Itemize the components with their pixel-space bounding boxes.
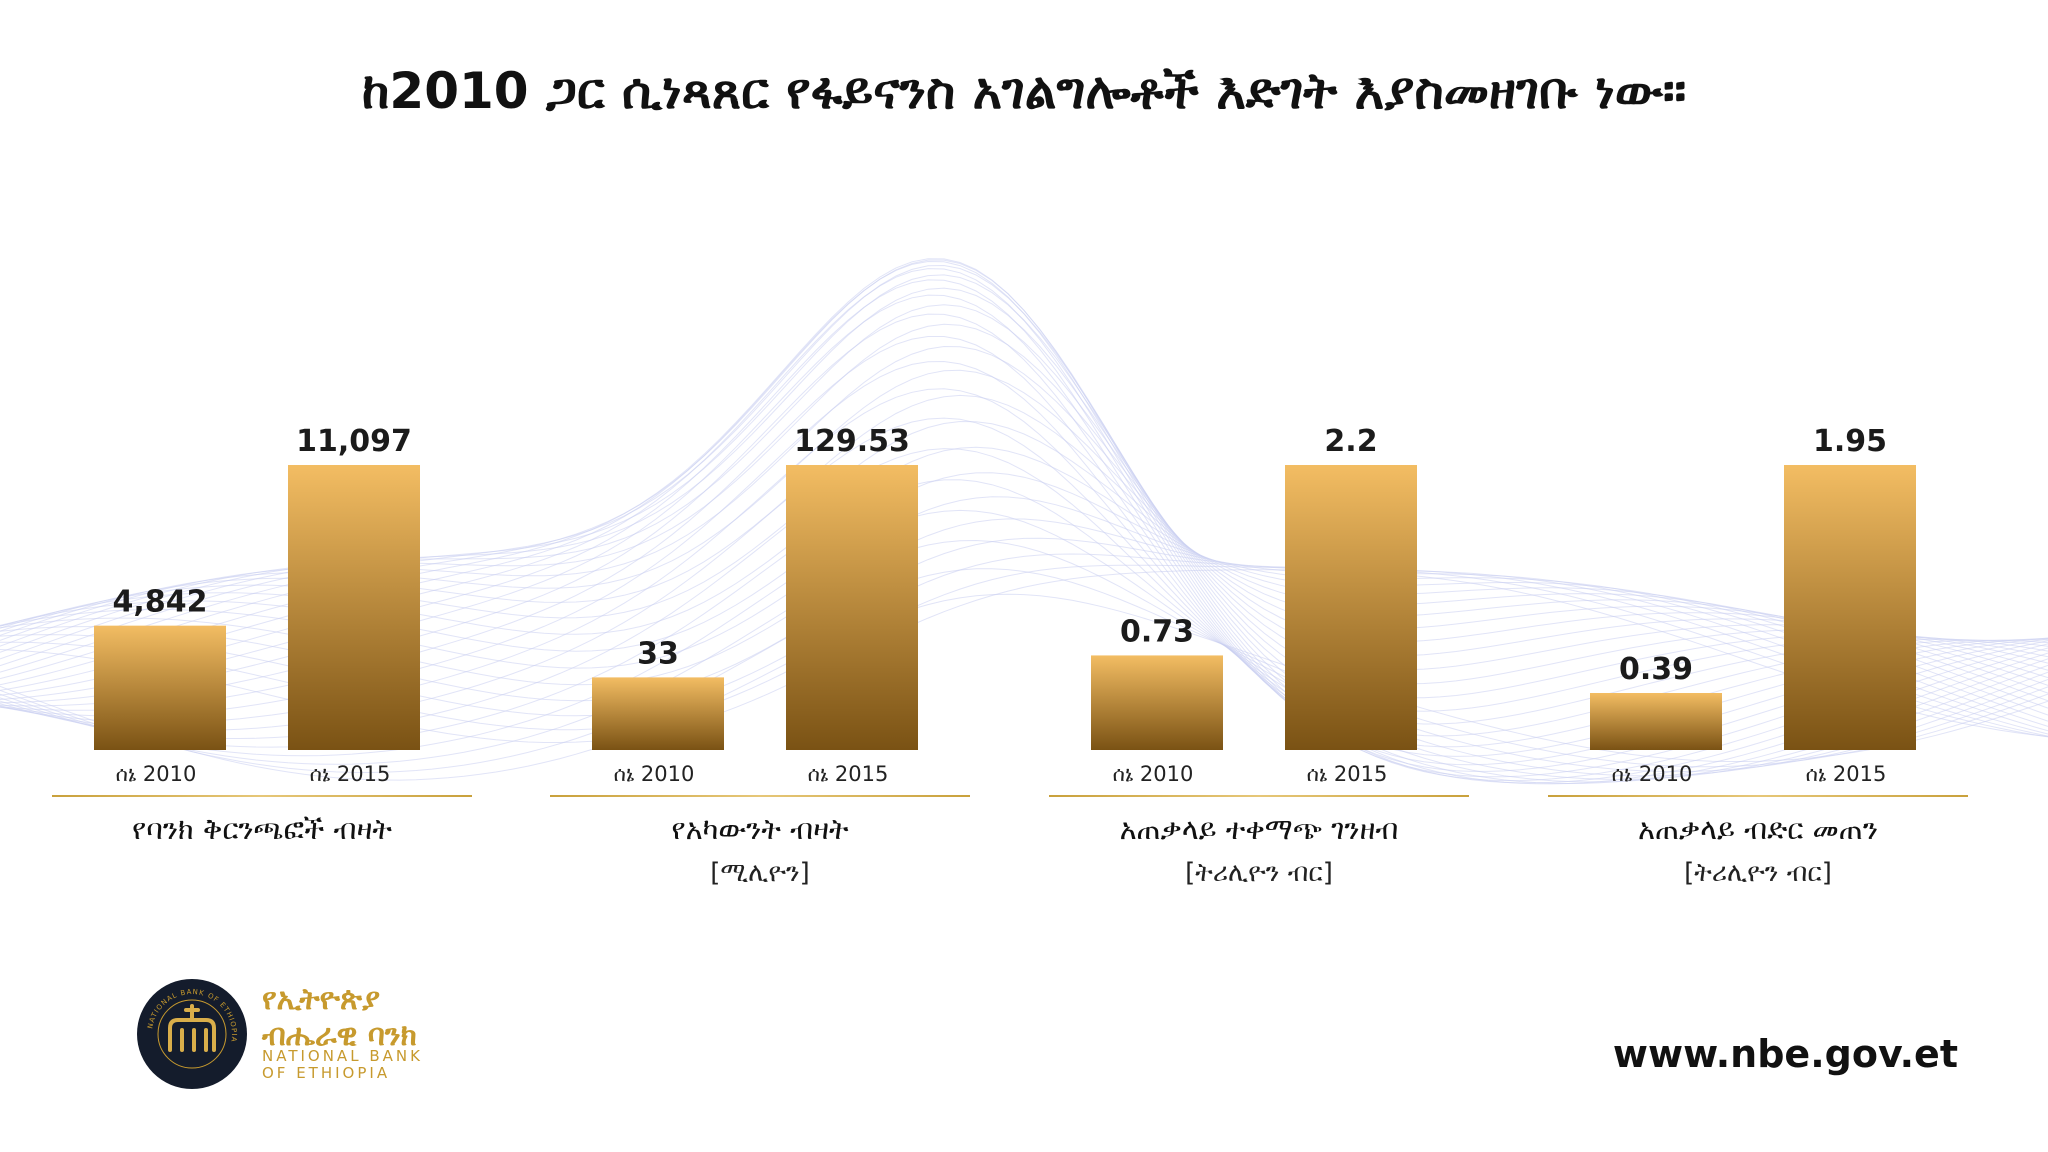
bar-chart-accounts: 33 129.53 [592, 424, 918, 750]
panel-divider [52, 795, 472, 797]
category-label-2010: ሰኔ 2010 [1112, 762, 1194, 786]
bar-2015 [288, 465, 420, 750]
panel-divider [1548, 795, 1968, 797]
bank-name-english: NATIONAL BANK OF ETHIOPIA [262, 1048, 423, 1082]
bar-2015 [1784, 465, 1916, 750]
category-label-2015: ሰኔ 2015 [807, 762, 889, 786]
bar-2015 [1285, 465, 1417, 750]
value-label-2015: 11,097 [296, 424, 412, 459]
chart-panel-bank-branches: 4,842 11,097 ሰኔ 2010 ሰኔ 2015 የባንክ ቅርንጫፎች … [52, 420, 472, 900]
category-label-2010: ሰኔ 2010 [1611, 762, 1693, 786]
metric-title: የባንክ ቅርንጫፎች ብዛት [132, 812, 392, 846]
value-label-2010: 0.39 [1619, 652, 1693, 687]
bar-2010 [592, 677, 724, 750]
wave-line [0, 593, 2048, 781]
wave-line [0, 568, 2048, 774]
category-label-2015: ሰኔ 2015 [1306, 762, 1388, 786]
bank-name-am-line2: ብሔራዊ ባንክ [262, 1018, 417, 1053]
value-label-2015: 129.53 [794, 424, 910, 459]
category-label-2010: ሰኔ 2010 [115, 762, 197, 786]
bar-2010 [1091, 655, 1223, 750]
bar-chart-bank-branches: 4,842 11,097 [94, 424, 420, 750]
value-label-2010: 4,842 [113, 585, 208, 620]
nbe-logo: NATIONAL BANK OF ETHIOPIA [137, 979, 247, 1089]
logo-emblem-icon [168, 1004, 216, 1052]
bar-chart-deposits: 0.73 2.2 [1091, 424, 1417, 750]
bank-name-am-line1: የኢትዮጵያ [262, 982, 381, 1017]
metric-unit: [ትሪሊዮን ብር] [1185, 858, 1333, 888]
category-label-2010: ሰኔ 2010 [613, 762, 695, 786]
metric-title: አጠቃላይ ብድር መጠን [1637, 812, 1879, 846]
category-label-2015: ሰኔ 2015 [1805, 762, 1887, 786]
value-label-2010: 33 [637, 636, 679, 671]
value-label-2015: 1.95 [1813, 424, 1887, 459]
metric-unit: [ትሪሊዮን ብር] [1684, 858, 1832, 888]
metric-title: አጠቃላይ ተቀማጭ ገንዘብ [1119, 812, 1399, 846]
bar-2015 [786, 465, 918, 750]
bank-name-en-line1: NATIONAL BANK [262, 1047, 423, 1065]
wave-line [0, 539, 2048, 773]
category-label-2015: ሰኔ 2015 [309, 762, 391, 786]
chart-panel-loans: 0.39 1.95 ሰኔ 2010 ሰኔ 2015 አጠቃላይ ብድር መጠን [… [1548, 420, 1968, 900]
bank-name-en-line2: OF ETHIOPIA [262, 1064, 391, 1082]
chart-panel-deposits: 0.73 2.2 ሰኔ 2010 ሰኔ 2015 አጠቃላይ ተቀማጭ ገንዘብ … [1049, 420, 1469, 900]
bar-2010 [94, 625, 226, 750]
panel-divider [550, 795, 970, 797]
chart-panel-accounts: 33 129.53 ሰኔ 2010 ሰኔ 2015 የአካውንት ብዛት [ሚሊዮ… [550, 420, 970, 900]
bar-2010 [1590, 693, 1722, 750]
logo-inner-ring [157, 999, 227, 1069]
panel-divider [1049, 795, 1469, 797]
metric-unit: [ሚሊዮን] [710, 858, 810, 888]
bank-name-amharic: የኢትዮጵያ ብሔራዊ ባንክ [262, 982, 417, 1054]
value-label-2015: 2.2 [1324, 424, 1377, 459]
page-title: ከ2010 ጋር ሲነጻጸር የፋይናንስ አገልግሎቶች እድገት እያስመዘ… [361, 62, 1687, 120]
bar-chart-loans: 0.39 1.95 [1590, 424, 1916, 750]
website-link[interactable]: www.nbe.gov.et [1612, 1032, 1958, 1076]
value-label-2010: 0.73 [1120, 614, 1194, 649]
metric-title: የአካውንት ብዛት [671, 812, 849, 846]
